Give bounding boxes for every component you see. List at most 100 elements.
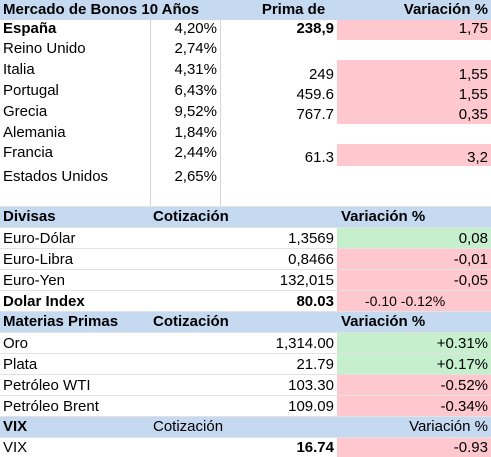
bond-country: Grecia	[3, 103, 48, 120]
grid-line	[0, 374, 491, 375]
grid-line	[0, 416, 491, 417]
spacer-cell	[220, 187, 337, 207]
grid-line	[0, 437, 491, 438]
commodity-change: +0.31%	[337, 333, 491, 354]
commodity-row: Plata 21.79 +0.17%	[0, 354, 491, 375]
bond-change	[337, 40, 491, 60]
grid-line	[0, 206, 491, 207]
commodity-change: -0.52%	[337, 375, 491, 396]
grid-line	[0, 395, 491, 396]
bond-yield: 6,43%	[150, 82, 220, 103]
bond-country: Italia	[3, 61, 35, 78]
vix-name: VIX	[3, 439, 28, 456]
commodity-name: Petróleo WTI	[3, 377, 91, 394]
bonds-premium-header: Prima de	[261, 1, 326, 18]
bond-row-portugal: Portugal 6,43% 459.6 1,55	[0, 82, 491, 103]
commodity-name: Plata	[3, 356, 38, 373]
fx-quote-header: Cotización	[153, 208, 229, 225]
fx-pair: Euro-Yen	[3, 272, 65, 289]
grid-line	[0, 227, 491, 228]
bond-row-greece: Grecia 9,52% 767.7 0,35	[0, 103, 491, 124]
vix-change: -0.93	[337, 438, 491, 457]
fx-quote: 1,3569	[288, 230, 334, 247]
commodity-name: Oro	[3, 335, 29, 352]
bond-yield: 2,44%	[150, 144, 220, 166]
commodities-quote-header: Cotización	[153, 313, 229, 330]
bond-premium: 459.6	[220, 82, 337, 103]
grid-line	[0, 248, 491, 249]
commodity-change: +0.17%	[337, 354, 491, 375]
bond-premium: 767.7	[220, 103, 337, 124]
vix-title: VIX	[3, 418, 28, 435]
bond-row-france: Francia 2,44% 61.3 3,2	[0, 144, 491, 166]
bond-country: Alemania	[3, 124, 66, 141]
bond-country: Francia	[3, 144, 54, 161]
grid-line	[0, 311, 491, 312]
commodity-quote: 109.09	[288, 398, 334, 415]
bond-row-germany: Alemania 1,84%	[0, 124, 491, 144]
bond-row-spain: España 4,20% 238,9 1,75	[0, 20, 491, 40]
bond-change	[337, 124, 491, 144]
bond-yield: 1,84%	[150, 124, 220, 144]
vix-row: VIX 16.74 -0.93	[0, 438, 491, 457]
fx-row: Dolar Index 80.03 -0.10 -0.12%	[0, 291, 491, 312]
bond-change	[337, 166, 491, 187]
bond-row-uk: Reino Unido 2,74%	[0, 40, 491, 60]
spacer-row	[0, 187, 491, 207]
fx-change: -0,01	[337, 249, 491, 270]
fx-pair: Euro-Dólar	[3, 230, 76, 247]
fx-pair: Dolar Index	[3, 293, 85, 310]
commodity-row: Petróleo WTI 103.30 -0.52%	[0, 375, 491, 396]
bond-premium: 238,9	[220, 20, 337, 40]
bond-change: 0,35	[337, 103, 491, 124]
bond-premium	[220, 40, 337, 60]
grid-line	[0, 269, 491, 270]
fx-row: Euro-Yen 132,015 -0,05	[0, 270, 491, 291]
bond-yield: 4,20%	[150, 20, 220, 40]
bond-yield: 9,52%	[150, 103, 220, 124]
bond-country: Estados Unidos	[3, 168, 109, 185]
bond-change: 1,55	[337, 82, 491, 103]
bond-yield: 2,74%	[150, 40, 220, 60]
spacer-cell	[150, 187, 220, 207]
commodities-change-header: Variación %	[341, 313, 426, 330]
vix-header-row: VIX Cotización Variación %	[0, 417, 491, 438]
bond-row-italy: Italia 4,31% 249 1,55	[0, 60, 491, 82]
fx-row: Euro-Libra 0,8466 -0,01	[0, 249, 491, 270]
grid-line	[0, 290, 491, 291]
fx-change: -0.10 -0.12%	[337, 291, 491, 312]
fx-row: Euro-Dólar 1,3569 0,08	[0, 228, 491, 249]
bond-country: España	[3, 20, 57, 37]
commodities-title: Materias Primas	[3, 313, 119, 330]
bond-change: 1,75	[337, 20, 491, 40]
fx-header-row: Divisas Cotización Variación %	[0, 207, 491, 228]
bonds-header-row: Mercado de Bonos 10 Años Prima de Variac…	[0, 0, 491, 20]
commodity-row: Oro 1,314.00 +0.31%	[0, 333, 491, 354]
bond-premium	[220, 124, 337, 144]
vix-quote: 16.74	[296, 439, 334, 456]
fx-title: Divisas	[3, 208, 56, 225]
fx-quote: 80.03	[296, 293, 334, 310]
grid-line	[0, 353, 491, 354]
grid-line	[0, 332, 491, 333]
bond-country: Reino Unido	[3, 40, 86, 57]
bond-row-usa: Estados Unidos 2,65%	[0, 166, 491, 187]
fx-change: -0,05	[337, 270, 491, 291]
bond-premium: 61.3	[220, 144, 337, 166]
commodities-header-row: Materias Primas Cotización Variación %	[0, 312, 491, 333]
fx-quote: 0,8466	[288, 251, 334, 268]
bond-yield: 2,65%	[150, 166, 220, 187]
commodity-name: Petróleo Brent	[3, 398, 99, 415]
commodity-quote: 103.30	[288, 377, 334, 394]
commodity-quote: 21.79	[296, 356, 334, 373]
bond-change: 1,55	[337, 60, 491, 82]
fx-pair: Euro-Libra	[3, 251, 74, 268]
bonds-title: Mercado de Bonos 10 Años	[3, 1, 200, 18]
commodity-row: Petróleo Brent 109.09 -0.34%	[0, 396, 491, 417]
commodity-change: -0.34%	[337, 396, 491, 417]
fx-quote: 132,015	[279, 272, 334, 289]
bonds-change-header: Variación %	[403, 1, 488, 18]
bond-change: 3,2	[337, 144, 491, 166]
fx-change-header: Variación %	[341, 208, 426, 225]
fx-change: 0,08	[337, 228, 491, 249]
